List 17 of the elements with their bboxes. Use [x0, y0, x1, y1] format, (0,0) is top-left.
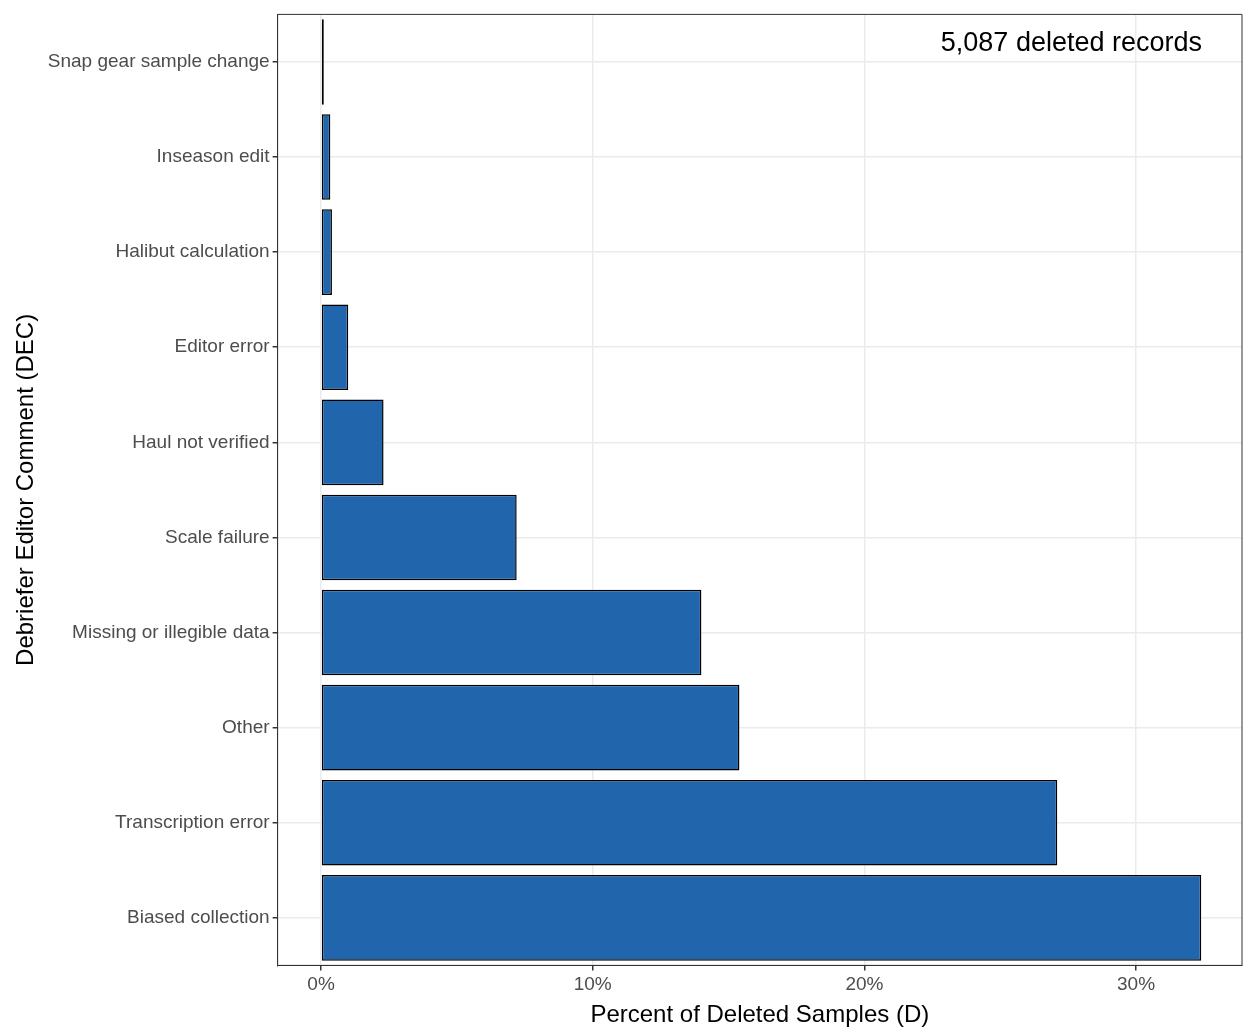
annotation: 5,087 deleted records: [940, 27, 1202, 58]
y-axis-title: Debriefer Editor Comment (DEC): [11, 313, 39, 666]
y-tick-label: Biased collection: [127, 906, 270, 928]
y-tick-label: Snap gear sample change: [47, 50, 270, 72]
y-tick-label: Editor error: [174, 335, 271, 357]
x-tick-label: 10%: [573, 973, 612, 995]
x-tick-label: 20%: [845, 973, 884, 995]
y-tick-label: Haul not verified: [132, 430, 270, 452]
y-tick-label: Scale failure: [165, 525, 270, 547]
x-axis-title: Percent of Deleted Samples (D): [590, 1000, 930, 1028]
x-tick-label: 30%: [1117, 973, 1156, 995]
y-tick-label: Transcription error: [115, 810, 271, 832]
y-tick-label: Inseason edit: [156, 145, 271, 167]
x-tick-label: 0%: [307, 973, 335, 995]
y-tick-label: Missing or illegible data: [72, 620, 271, 642]
y-tick-label: Other: [222, 715, 271, 737]
y-tick-label: Halibut calculation: [115, 240, 270, 262]
